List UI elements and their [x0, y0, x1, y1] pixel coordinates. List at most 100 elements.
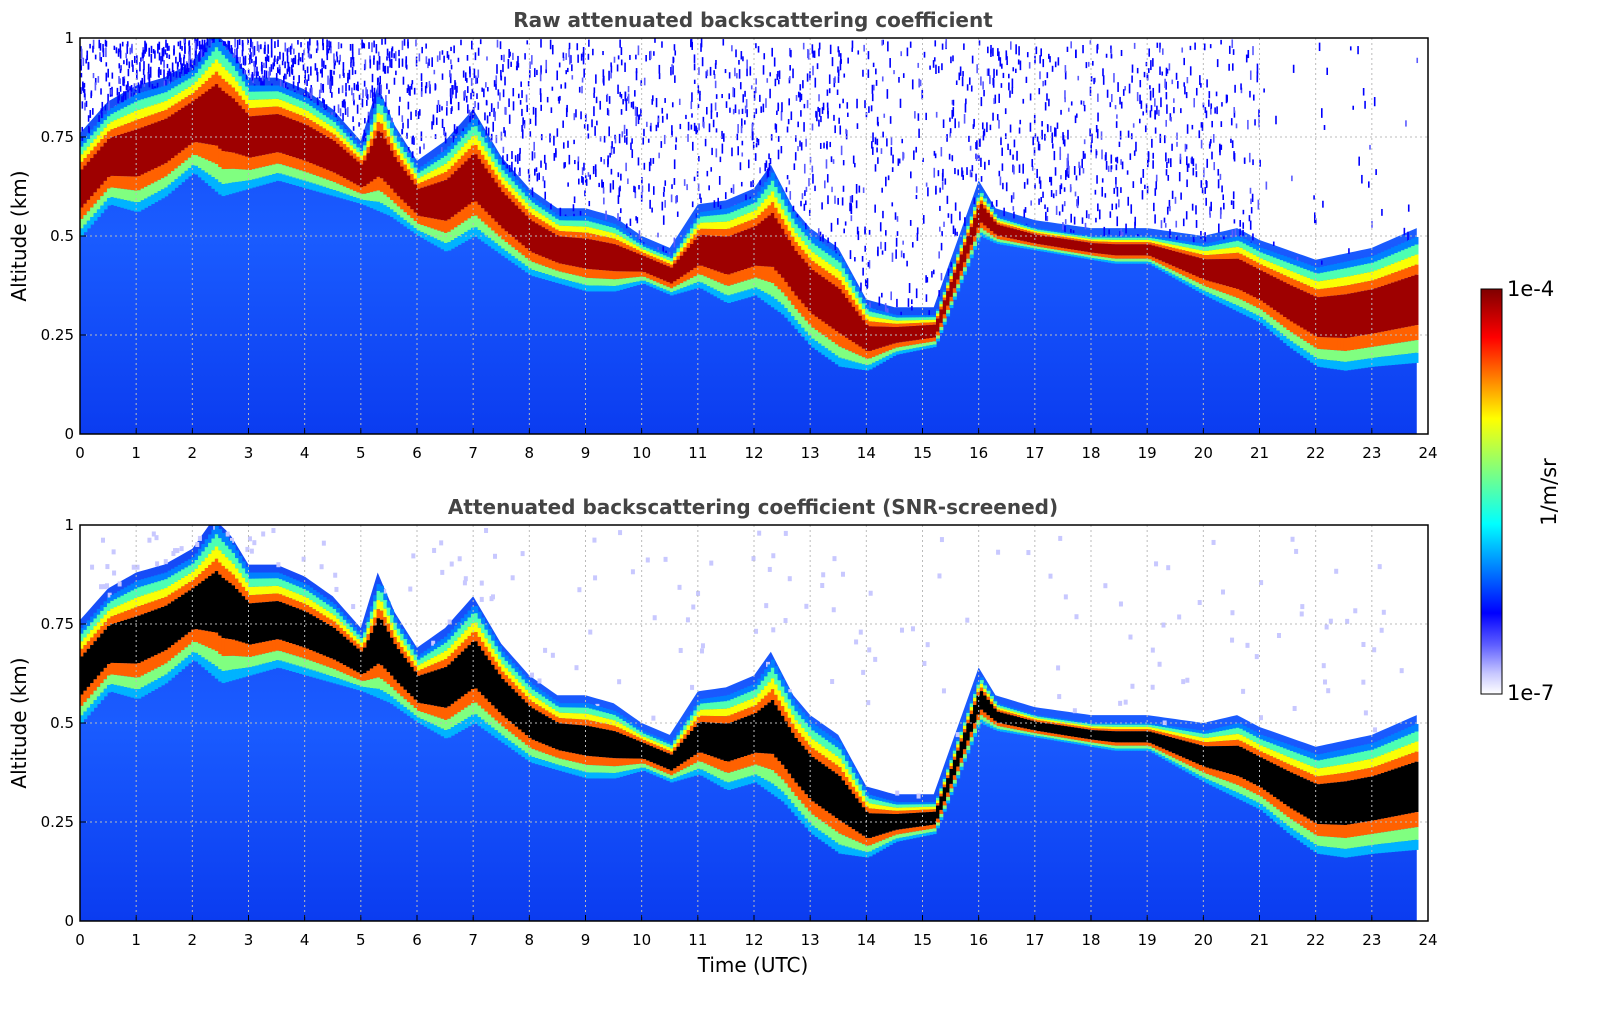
layer-cell	[319, 119, 324, 127]
noise-speck	[389, 59, 391, 68]
layer-cell	[224, 70, 229, 82]
layer-cell	[1070, 249, 1075, 253]
layer-cell	[676, 279, 681, 285]
layer-cell	[996, 239, 1001, 242]
layer-cell	[410, 174, 415, 180]
layer-cell	[652, 281, 657, 286]
layer-cell	[730, 219, 735, 228]
layer-cell	[373, 179, 378, 192]
layer-cell	[154, 167, 159, 182]
noise-speck	[834, 241, 837, 251]
layer-cell	[1080, 235, 1085, 238]
noise-speck	[1232, 49, 1235, 55]
noise-speck	[811, 123, 814, 131]
layer-cell	[733, 233, 738, 273]
noise-speck	[823, 142, 825, 149]
noise-speck	[908, 283, 911, 294]
noise-speck	[329, 69, 332, 79]
noise-speck	[587, 172, 590, 177]
layer-cell	[1104, 237, 1109, 240]
layer-cell	[393, 130, 398, 136]
layer-cell	[332, 117, 337, 122]
noise-speck	[837, 69, 840, 77]
noise-speck	[401, 58, 404, 67]
noise-speck	[844, 221, 847, 226]
noise-speck	[487, 127, 490, 136]
layer-cell	[949, 296, 954, 302]
noise-speck	[1168, 199, 1171, 209]
noise-speck	[474, 52, 477, 61]
layer-cell	[130, 176, 135, 191]
layer-cell	[1080, 234, 1085, 236]
noise-speck	[733, 88, 736, 98]
layer-cell	[848, 302, 853, 340]
layer-cell	[379, 98, 384, 106]
noise-speck	[276, 67, 279, 73]
noise-speck	[608, 96, 611, 104]
noise-speck	[512, 88, 515, 97]
noise-speck	[900, 51, 903, 57]
layer-cell	[346, 179, 351, 188]
noise-speck	[342, 62, 345, 71]
layer-cell	[885, 315, 890, 320]
noise-speck	[520, 81, 522, 87]
layer-cell	[595, 285, 600, 292]
noise-speck	[609, 183, 612, 193]
layer-cell	[258, 85, 263, 92]
layer-cell	[214, 71, 219, 85]
layer-cell	[423, 217, 428, 227]
noise-speck	[408, 87, 410, 95]
noise-speck	[1067, 171, 1070, 178]
noise-speck	[1120, 101, 1123, 109]
noise-speck	[952, 225, 955, 234]
layer-cell	[962, 235, 967, 239]
noise-speck	[829, 44, 832, 55]
layer-cell	[932, 319, 937, 323]
layer-cell	[369, 181, 374, 193]
noise-speck	[367, 115, 370, 123]
layer-cell	[777, 289, 782, 302]
noise-speck	[123, 78, 125, 87]
layer-cell	[174, 94, 179, 104]
noise-speck	[864, 279, 867, 287]
noise-speck	[1369, 144, 1371, 150]
noise-speck	[1116, 156, 1119, 164]
layer-cell	[248, 108, 253, 117]
layer-cell	[440, 231, 445, 242]
layer-cell	[86, 199, 91, 212]
layer-cell	[625, 232, 630, 237]
noise-speck	[780, 145, 783, 154]
noise-speck	[130, 84, 133, 92]
layer-cell	[285, 166, 290, 176]
noise-speck	[1038, 88, 1041, 95]
layer-cell	[157, 166, 162, 180]
noise-speck	[1166, 104, 1168, 114]
layer-cell	[167, 173, 172, 185]
noise-speck	[917, 62, 920, 68]
layer-cell	[268, 99, 273, 107]
layer-cell	[1104, 257, 1109, 261]
layer-cell	[632, 237, 637, 241]
noise-speck	[307, 41, 309, 49]
noise-speck	[1064, 90, 1066, 99]
layer-cell	[915, 344, 920, 348]
noise-speck	[1156, 105, 1158, 115]
noise-speck	[99, 52, 101, 61]
layer-cell	[383, 106, 388, 114]
layer-cell	[484, 142, 489, 152]
noise-speck	[1217, 179, 1220, 189]
layer-cell	[841, 348, 846, 359]
layer-cell	[481, 163, 485, 209]
noise-speck	[333, 59, 336, 70]
layer-cell	[302, 101, 307, 110]
noise-speck	[133, 83, 136, 90]
layer-cell	[268, 174, 273, 183]
layer-cell	[659, 260, 664, 264]
noise-speck	[361, 39, 363, 49]
noise-speck	[950, 56, 952, 64]
layer-cell	[366, 200, 371, 207]
layer-cell	[1171, 239, 1176, 242]
noise-speck	[288, 66, 291, 77]
layer-cell	[1043, 247, 1048, 251]
noise-speck	[992, 79, 995, 88]
